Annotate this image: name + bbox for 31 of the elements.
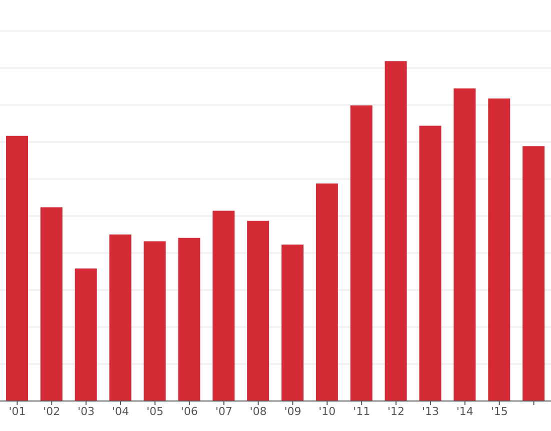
bar (247, 220, 270, 401)
bar (178, 238, 200, 401)
x-tick-label: '05 (146, 404, 164, 418)
bar (212, 210, 235, 401)
x-tick-label: '09 (284, 404, 302, 418)
bar (454, 88, 476, 401)
bar (350, 105, 372, 401)
bar (522, 146, 545, 401)
x-tick-label: '15 (490, 404, 508, 418)
bar (109, 234, 132, 401)
x-tick-label: '06 (180, 404, 198, 418)
x-tick-label: '11 (353, 404, 370, 418)
bar (40, 207, 62, 401)
x-tick-label: '03 (78, 404, 95, 418)
x-tick-label: '10 (318, 404, 336, 418)
x-tick-label: '13 (422, 404, 439, 418)
bar (282, 244, 304, 401)
x-tick-label: '01 (8, 404, 26, 418)
x-tick-label: '14 (456, 404, 474, 418)
x-tick-label: '07 (215, 404, 232, 418)
x-tick-label: '08 (250, 404, 267, 418)
x-tick-label: '12 (388, 404, 405, 418)
bar (488, 98, 510, 401)
x-tick-label: '02 (43, 404, 60, 418)
bar (419, 126, 442, 401)
bar (384, 61, 407, 401)
bar (144, 241, 166, 401)
bar (74, 268, 97, 401)
bar (316, 184, 338, 401)
bar (6, 136, 28, 401)
x-tick-label: '04 (112, 404, 130, 418)
